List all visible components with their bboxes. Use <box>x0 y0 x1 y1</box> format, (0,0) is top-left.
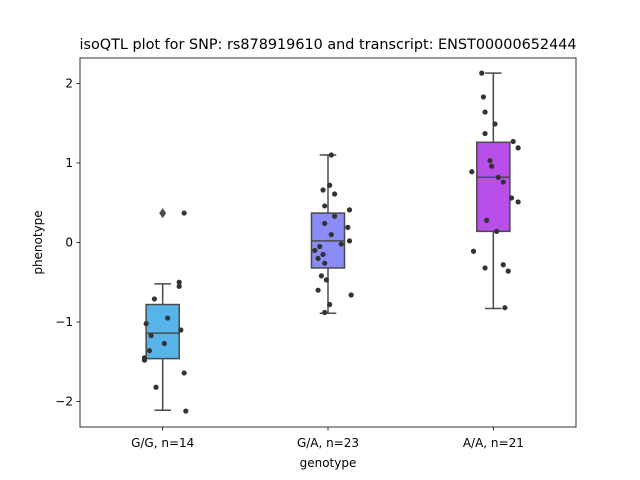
data-point <box>315 255 321 262</box>
data-point <box>332 191 338 197</box>
data-point <box>165 315 171 321</box>
data-point <box>492 121 498 127</box>
data-point <box>348 292 354 298</box>
data-point <box>487 157 493 164</box>
data-point <box>346 207 353 213</box>
data-point <box>515 199 521 205</box>
y-tick-label: 1 <box>65 156 73 170</box>
data-point <box>183 408 189 414</box>
data-point <box>143 321 149 327</box>
x-axis-label: genotype <box>300 456 357 470</box>
y-tick-label: −1 <box>55 315 73 329</box>
data-point <box>338 241 344 247</box>
data-point <box>479 70 485 76</box>
data-point <box>328 231 334 238</box>
x-tick-label: G/G, n=14 <box>131 436 194 450</box>
data-point <box>141 355 148 361</box>
data-point <box>346 238 353 244</box>
data-point <box>178 327 184 333</box>
data-point <box>469 169 475 175</box>
data-point <box>480 94 487 100</box>
data-point <box>148 332 154 339</box>
box-layer <box>145 72 511 412</box>
data-point <box>508 195 515 201</box>
data-point <box>327 182 333 188</box>
data-point <box>500 262 506 268</box>
x-tick-label: A/A, n=21 <box>463 436 524 450</box>
y-axis-label: phenotype <box>31 210 45 274</box>
data-point <box>510 138 516 145</box>
data-point <box>345 224 351 230</box>
data-point <box>494 228 500 234</box>
data-point <box>470 248 477 254</box>
data-point <box>146 348 153 354</box>
data-point <box>505 268 511 274</box>
data-point <box>500 179 506 185</box>
data-point <box>317 243 323 250</box>
data-point <box>153 384 159 390</box>
data-point <box>515 145 521 151</box>
box-iqr <box>476 141 511 233</box>
data-point <box>318 273 324 279</box>
data-point <box>327 301 333 308</box>
data-point <box>489 163 495 169</box>
x-tick-label: G/A, n=23 <box>297 436 359 450</box>
data-point <box>322 309 328 316</box>
data-point <box>502 305 508 311</box>
data-point <box>181 210 187 216</box>
data-point <box>323 277 329 283</box>
y-tick-label: −2 <box>55 395 73 409</box>
data-point <box>482 109 488 115</box>
data-point <box>320 187 326 193</box>
outlier-marker <box>159 208 167 219</box>
data-point <box>312 247 318 254</box>
points-layer <box>141 70 521 414</box>
x-axis: G/G, n=14 G/A, n=23 A/A, n=21 <box>131 427 524 450</box>
y-tick-label: 2 <box>65 76 73 90</box>
data-point <box>322 203 328 209</box>
data-point <box>484 217 490 223</box>
data-point <box>328 152 334 158</box>
data-point <box>322 220 328 227</box>
data-point <box>332 213 338 219</box>
data-point <box>176 283 182 289</box>
data-point <box>495 174 501 180</box>
data-point <box>176 279 182 285</box>
data-point <box>482 265 488 271</box>
y-tick-label: 0 <box>65 236 73 250</box>
data-point <box>482 130 488 137</box>
chart-title: isoQTL plot for SNP: rs878919610 and tra… <box>79 37 576 53</box>
y-axis: −2 −1 0 1 2 <box>55 76 80 409</box>
data-point <box>315 287 321 293</box>
data-point <box>151 296 157 302</box>
data-point <box>181 370 187 376</box>
data-point <box>322 260 328 266</box>
data-point <box>161 340 167 347</box>
data-point <box>320 251 326 258</box>
